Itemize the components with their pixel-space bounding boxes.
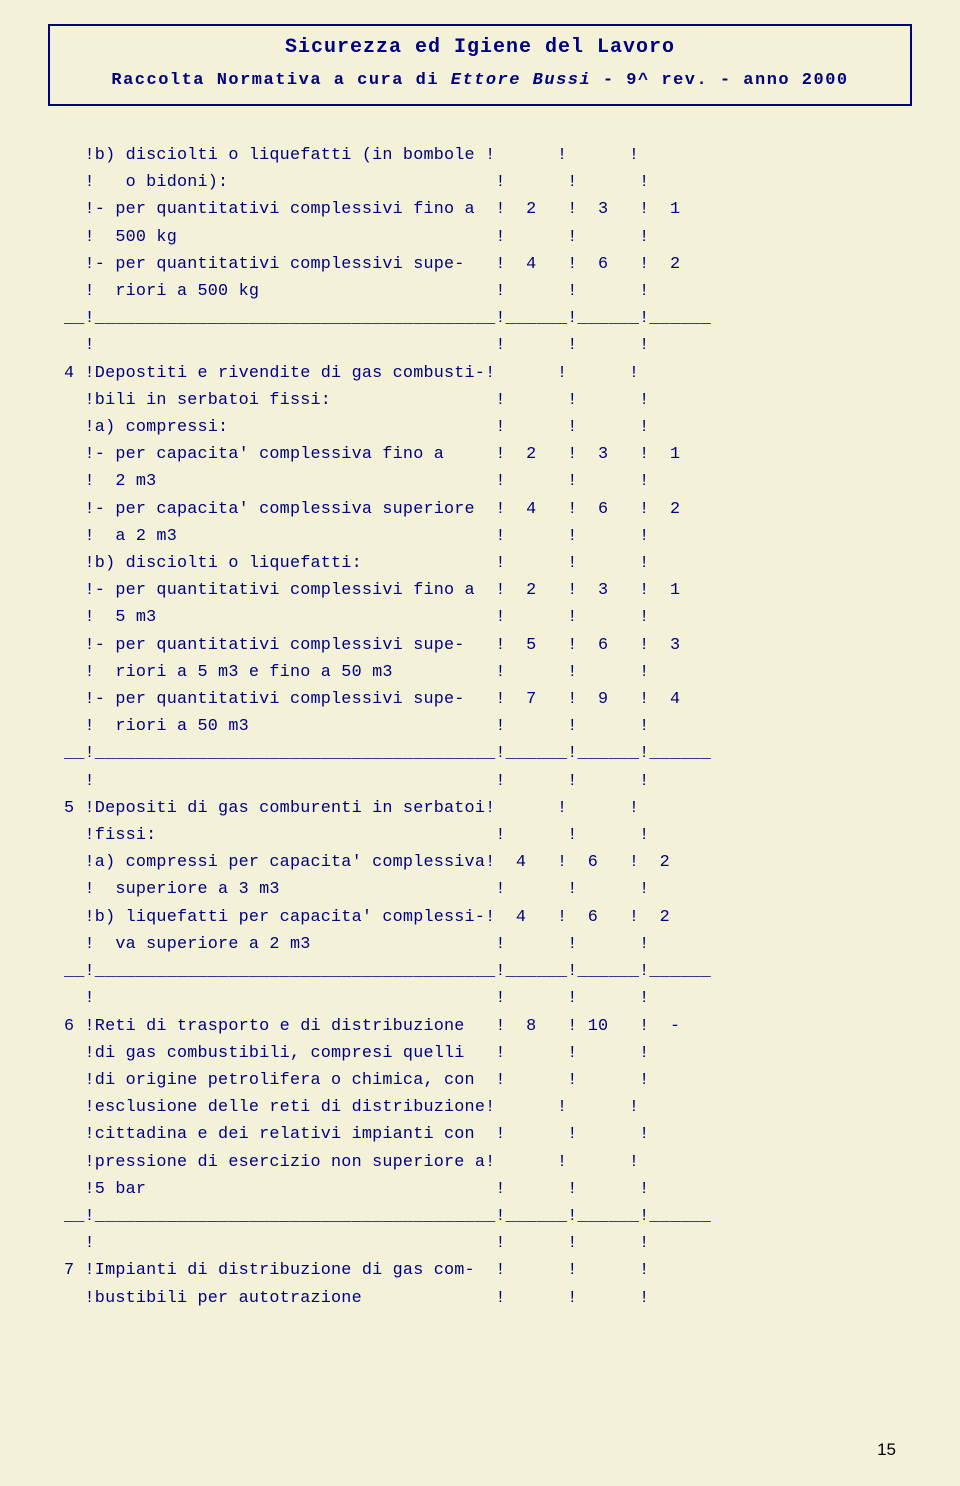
text-line: !esclusione delle reti di distribuzione!… bbox=[64, 1094, 896, 1121]
text-line: ! superiore a 3 m3 ! ! ! bbox=[64, 876, 896, 903]
text-line: ! 5 m3 ! ! ! bbox=[64, 604, 896, 631]
text-line: !- per capacita' complessiva fino a ! 2 … bbox=[64, 441, 896, 468]
header-box: Sicurezza ed Igiene del Lavoro Raccolta … bbox=[48, 24, 912, 106]
text-line: !pressione di esercizio non superiore a!… bbox=[64, 1149, 896, 1176]
text-line: ! riori a 5 m3 e fino a 50 m3 ! ! ! bbox=[64, 659, 896, 686]
header-sub-suffix: - 9^ rev. - anno 2000 bbox=[591, 71, 848, 90]
text-line: 7 !Impianti di distribuzione di gas com-… bbox=[64, 1257, 896, 1284]
text-line: __!_____________________________________… bbox=[64, 958, 896, 985]
text-line: ! riori a 50 m3 ! ! ! bbox=[64, 713, 896, 740]
text-line: ! va superiore a 2 m3 ! ! ! bbox=[64, 931, 896, 958]
text-line: !b) disciolti o liquefatti: ! ! ! bbox=[64, 550, 896, 577]
text-line: 4 !Depostiti e rivendite di gas combusti… bbox=[64, 360, 896, 387]
text-line: !cittadina e dei relativi impianti con !… bbox=[64, 1121, 896, 1148]
text-line: ! ! ! ! bbox=[64, 332, 896, 359]
text-line: !- per quantitativi complessivi supe- ! … bbox=[64, 251, 896, 278]
text-line: __!_____________________________________… bbox=[64, 1203, 896, 1230]
page-number: 15 bbox=[877, 1440, 896, 1460]
text-line: ! a 2 m3 ! ! ! bbox=[64, 523, 896, 550]
text-line: !fissi: ! ! ! bbox=[64, 822, 896, 849]
text-line: ! 2 m3 ! ! ! bbox=[64, 468, 896, 495]
text-line: 6 !Reti di trasporto e di distribuzione … bbox=[64, 1013, 896, 1040]
text-line: !a) compressi: ! ! ! bbox=[64, 414, 896, 441]
text-line: !di origine petrolifera o chimica, con !… bbox=[64, 1067, 896, 1094]
text-line: !bustibili per autotrazione ! ! ! bbox=[64, 1285, 896, 1312]
text-line: ! ! ! ! bbox=[64, 985, 896, 1012]
text-line: __!_____________________________________… bbox=[64, 305, 896, 332]
text-line: !- per quantitativi complessivi fino a !… bbox=[64, 196, 896, 223]
text-line: !a) compressi per capacita' complessiva!… bbox=[64, 849, 896, 876]
document-content: !b) disciolti o liquefatti (in bombole !… bbox=[64, 142, 896, 1312]
text-line: ! riori a 500 kg ! ! ! bbox=[64, 278, 896, 305]
text-line: !bili in serbatoi fissi: ! ! ! bbox=[64, 387, 896, 414]
header-sub-italic: Ettore Bussi bbox=[451, 71, 591, 90]
header-sub-prefix: Raccolta Normativa a cura di bbox=[111, 71, 450, 90]
text-line: !b) disciolti o liquefatti (in bombole !… bbox=[64, 142, 896, 169]
text-line: !di gas combustibili, compresi quelli ! … bbox=[64, 1040, 896, 1067]
text-line: !- per quantitativi complessivi supe- ! … bbox=[64, 686, 896, 713]
text-line: !- per quantitativi complessivi supe- ! … bbox=[64, 632, 896, 659]
text-line: 5 !Depositi di gas comburenti in serbato… bbox=[64, 795, 896, 822]
text-line: ! ! ! ! bbox=[64, 1230, 896, 1257]
text-line: ! o bidoni): ! ! ! bbox=[64, 169, 896, 196]
text-line: !- per capacita' complessiva superiore !… bbox=[64, 496, 896, 523]
text-line: !- per quantitativi complessivi fino a !… bbox=[64, 577, 896, 604]
header-subtitle: Raccolta Normativa a cura di Ettore Buss… bbox=[58, 71, 902, 90]
text-line: !b) liquefatti per capacita' complessi-!… bbox=[64, 904, 896, 931]
text-line: ! ! ! ! bbox=[64, 768, 896, 795]
text-line: ! 500 kg ! ! ! bbox=[64, 224, 896, 251]
text-line: __!_____________________________________… bbox=[64, 740, 896, 767]
header-title: Sicurezza ed Igiene del Lavoro bbox=[58, 36, 902, 59]
text-line: !5 bar ! ! ! bbox=[64, 1176, 896, 1203]
